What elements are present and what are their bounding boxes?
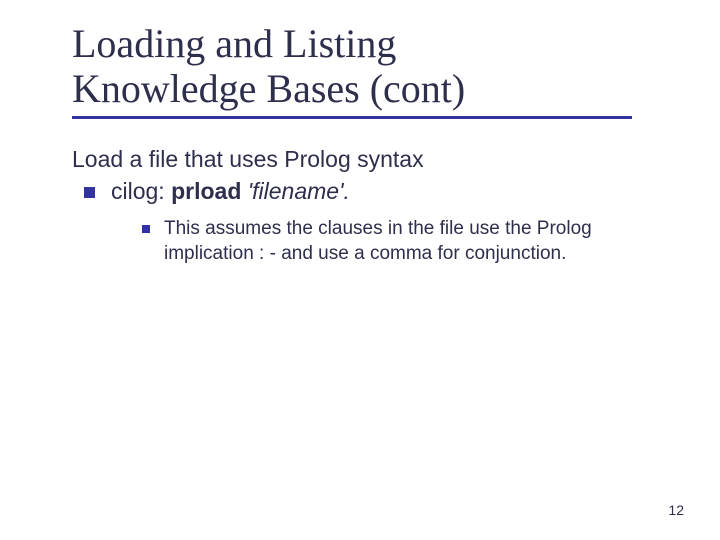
l1-command: prload <box>171 178 248 204</box>
slide: Loading and Listing Knowledge Bases (con… <box>0 0 720 540</box>
l1-prefix: cilog: <box>111 178 171 204</box>
level2-text: This assumes the clauses in the file use… <box>164 217 640 266</box>
title-underline <box>72 116 632 119</box>
square-bullet-icon <box>84 187 95 198</box>
l1-arg: 'filename'. <box>248 178 350 204</box>
level1-text: cilog: prload 'filename'. <box>111 177 350 207</box>
slide-title: Loading and Listing Knowledge Bases (con… <box>72 22 660 112</box>
square-bullet-icon <box>142 225 150 233</box>
page-number: 12 <box>668 502 684 518</box>
bullet-level1: cilog: prload 'filename'. <box>84 177 660 207</box>
title-line-1: Loading and Listing <box>72 21 396 66</box>
bullet-level2: This assumes the clauses in the file use… <box>142 217 660 266</box>
intro-text: Load a file that uses Prolog syntax <box>72 145 660 174</box>
title-line-2: Knowledge Bases (cont) <box>72 66 465 111</box>
